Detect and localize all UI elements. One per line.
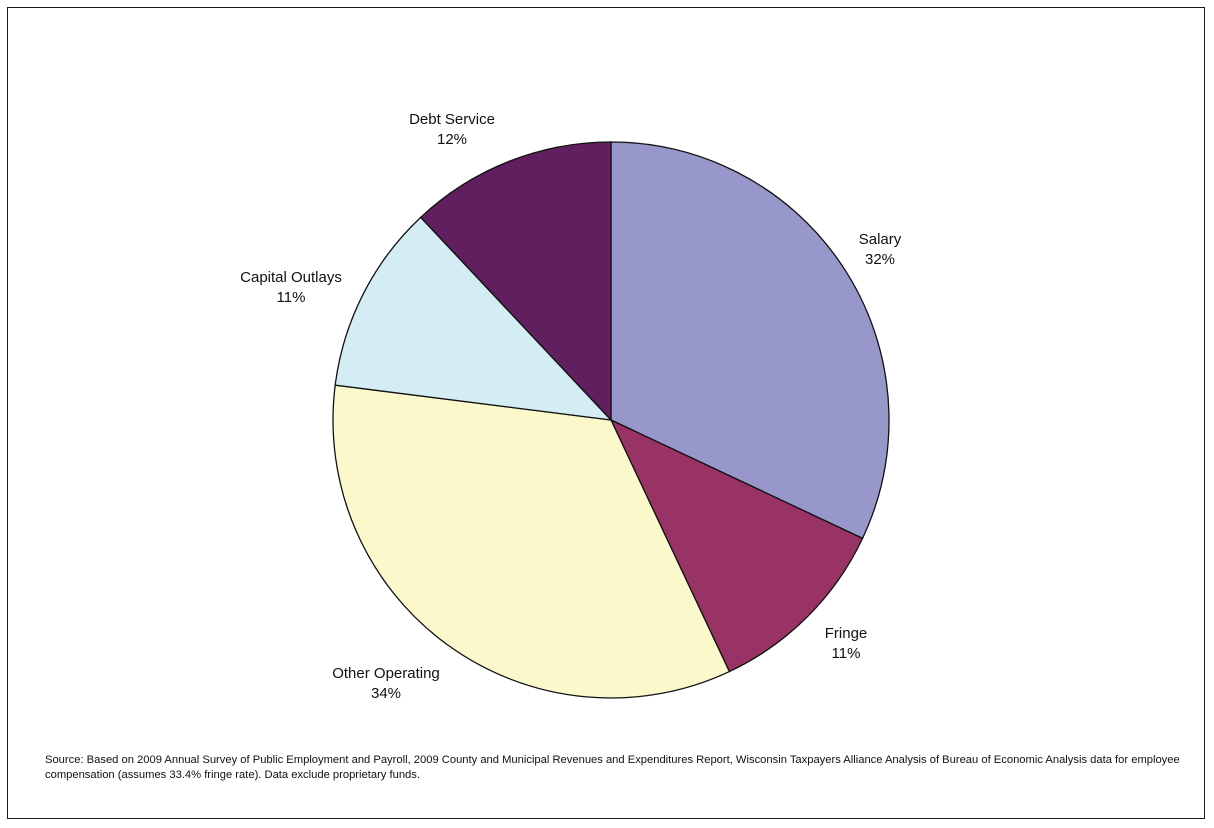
slice-label-other-operating: Other Operating xyxy=(332,665,440,682)
pie-slice-other-operating xyxy=(332,384,731,699)
pie-slice-capital-outlays xyxy=(334,216,613,421)
slice-value-salary: 32% xyxy=(865,251,895,268)
pie-slice-salary xyxy=(610,141,890,540)
slice-label-salary: Salary xyxy=(859,231,902,248)
slice-label-fringe: Fringe xyxy=(825,625,868,642)
slice-value-capital-outlays: 11% xyxy=(277,289,306,306)
source-note: Source: Based on 2009 Annual Survey of P… xyxy=(45,754,1180,781)
pie-slice-debt-service xyxy=(419,141,612,422)
slice-label-debt-service: Debt Service xyxy=(409,111,495,128)
slice-value-other-operating: 34% xyxy=(371,685,401,702)
pie-slice-fringe xyxy=(609,418,864,673)
slice-value-fringe: 11% xyxy=(832,645,861,662)
slice-value-debt-service: 12% xyxy=(437,131,467,148)
slice-label-capital-outlays: Capital Outlays xyxy=(240,269,342,286)
